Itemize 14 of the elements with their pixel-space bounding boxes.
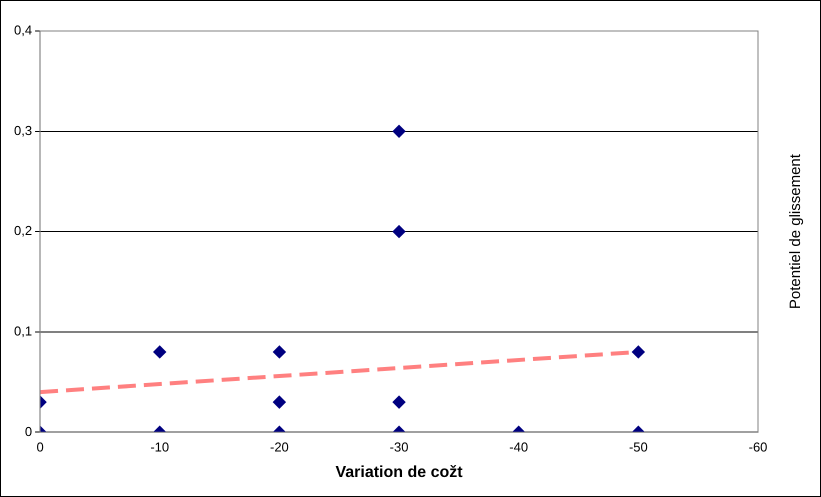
x-tick-label: -60 [748,440,768,455]
x-tick-label: 0 [36,440,44,455]
y-tick-label: 0,3 [14,122,32,138]
y-tick-label: 0,2 [14,223,32,238]
y-axis-title: Potentiel de glissement [787,153,804,310]
y-tick-label: 0,4 [14,22,32,38]
x-tick-label: -30 [390,440,408,455]
x-axis-title: Variation de cožt [335,464,464,481]
x-tick-label: -40 [509,440,528,455]
y-tick-label: 0,1 [14,323,32,338]
y-tick-label: 0 [24,424,32,439]
x-tick-label: -10 [150,440,170,455]
x-tick-label: -20 [270,440,289,455]
x-tick-label: -50 [628,440,648,455]
